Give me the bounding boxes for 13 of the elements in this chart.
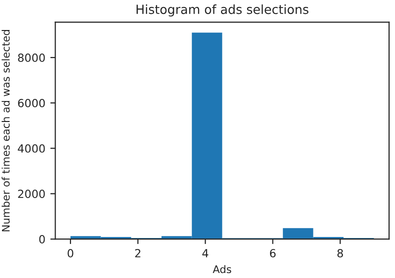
y-tick-label: 0 (39, 235, 45, 244)
y-axis-title: Number of times each ad was selected (2, 30, 10, 232)
x-axis-title: Ads (212, 265, 232, 274)
x-tick-label: 4 (202, 249, 208, 258)
chart-title: Histogram of ads selections (136, 4, 308, 17)
x-tick-label: 2 (135, 249, 140, 258)
y-tick-label: 2000 (18, 190, 45, 198)
y-tick-label: 8000 (18, 54, 45, 62)
x-tick-label: 0 (68, 249, 74, 258)
y-tick-label: 4000 (18, 144, 45, 153)
y-tick-label: 6000 (18, 98, 45, 108)
x-tick-label: 8 (337, 249, 343, 258)
x-tick-label: 6 (270, 249, 276, 258)
